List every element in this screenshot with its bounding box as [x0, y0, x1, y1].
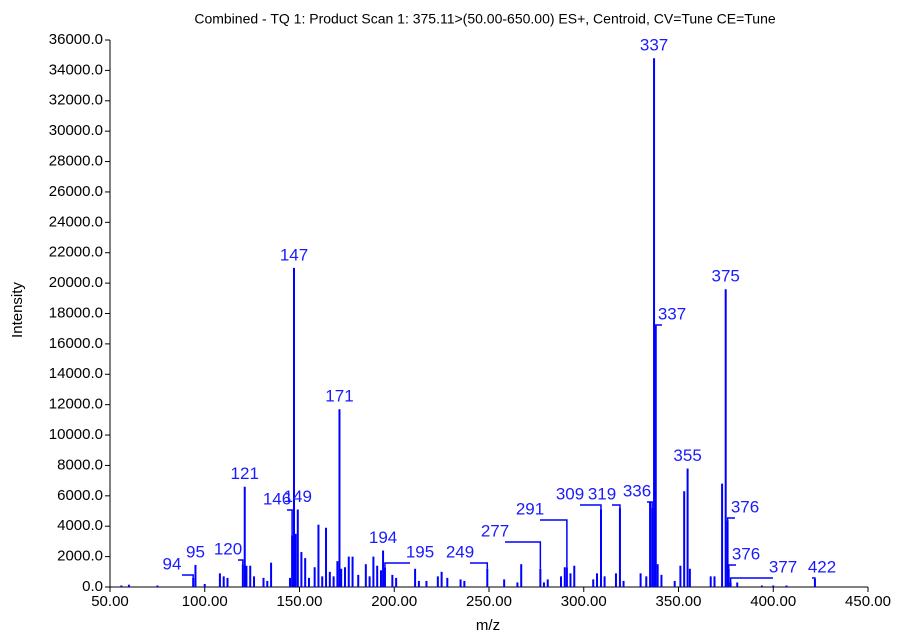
y-tick-label: 22000.0 [49, 244, 103, 261]
x-tick-label: 250.00 [466, 593, 512, 610]
x-tick-label: 200.00 [371, 593, 417, 610]
leader-line [727, 564, 736, 569]
y-tick-label: 20000.0 [49, 274, 103, 291]
y-tick-label: 24000.0 [49, 213, 103, 230]
leader-line [647, 501, 653, 508]
peak-label: 194 [369, 528, 397, 547]
leader-line [182, 574, 194, 578]
y-tick-label: 32000.0 [49, 92, 103, 109]
leader-line [580, 504, 602, 510]
leader-line [238, 559, 244, 565]
peak-label: 375 [711, 267, 739, 286]
y-tick-label: 30000.0 [49, 122, 103, 139]
leader-line [470, 562, 489, 569]
peak-label: 377 [769, 557, 797, 576]
leader-line [384, 562, 410, 568]
x-tick-label: 450.00 [845, 593, 891, 610]
peak-label: 195 [406, 542, 434, 561]
x-axis-label: m/z [476, 617, 500, 634]
leader-line [505, 541, 542, 569]
x-tick-label: 400.00 [750, 593, 796, 610]
leader-line [729, 577, 773, 583]
y-tick-label: 12000.0 [49, 396, 103, 413]
peak-label: 336 [623, 481, 651, 500]
y-tick-label: 18000.0 [49, 304, 103, 321]
peak-label: 249 [446, 542, 474, 561]
peak-label: 95 [186, 542, 205, 561]
y-tick-label: 0.0 [82, 578, 103, 595]
leader-line [612, 504, 621, 508]
chart-title: Combined - TQ 1: Product Scan 1: 375.11>… [194, 11, 776, 27]
y-tick-label: 6000.0 [57, 487, 103, 504]
x-tick-label: 50.00 [91, 593, 129, 610]
peak-label: 376 [732, 544, 760, 563]
leader-line [812, 577, 816, 579]
leader-line [726, 517, 735, 521]
peak-label: 309 [556, 484, 584, 503]
peak-label: 171 [325, 387, 353, 406]
x-tick-label: 350.00 [656, 593, 702, 610]
x-tick-label: 100.00 [182, 593, 228, 610]
y-tick-label: 16000.0 [49, 335, 103, 352]
y-tick-label: 8000.0 [57, 456, 103, 473]
x-tick-label: 150.00 [277, 593, 323, 610]
y-tick-label: 28000.0 [49, 153, 103, 170]
y-tick-label: 34000.0 [49, 61, 103, 78]
peak-label: 147 [280, 245, 308, 264]
y-tick-label: 26000.0 [49, 183, 103, 200]
peak-label: 422 [808, 557, 836, 576]
peak-label: 94 [163, 554, 182, 573]
leader-line [540, 519, 568, 568]
y-tick-label: 14000.0 [49, 365, 103, 382]
peak-label: 277 [481, 521, 509, 540]
y-tick-label: 10000.0 [49, 426, 103, 443]
peak-label: 319 [588, 484, 616, 503]
y-tick-label: 36000.0 [49, 31, 103, 48]
peak-label: 376 [731, 497, 759, 516]
peak-label: 337 [640, 36, 668, 55]
peak-label: 355 [673, 446, 701, 465]
leader-line [287, 509, 293, 536]
y-tick-label: 4000.0 [57, 517, 103, 534]
y-tick-label: 2000.0 [57, 548, 103, 565]
peak-label: 337 [658, 304, 686, 323]
y-axis-label: Intensity [9, 282, 26, 338]
x-tick-label: 300.00 [561, 593, 607, 610]
peak-label: 149 [284, 487, 312, 506]
peak-label: 146 [263, 489, 291, 508]
peak-label: 120 [214, 539, 242, 558]
peak-label: 121 [231, 464, 259, 483]
peak-label: 291 [516, 499, 544, 518]
leader-line [655, 324, 662, 326]
